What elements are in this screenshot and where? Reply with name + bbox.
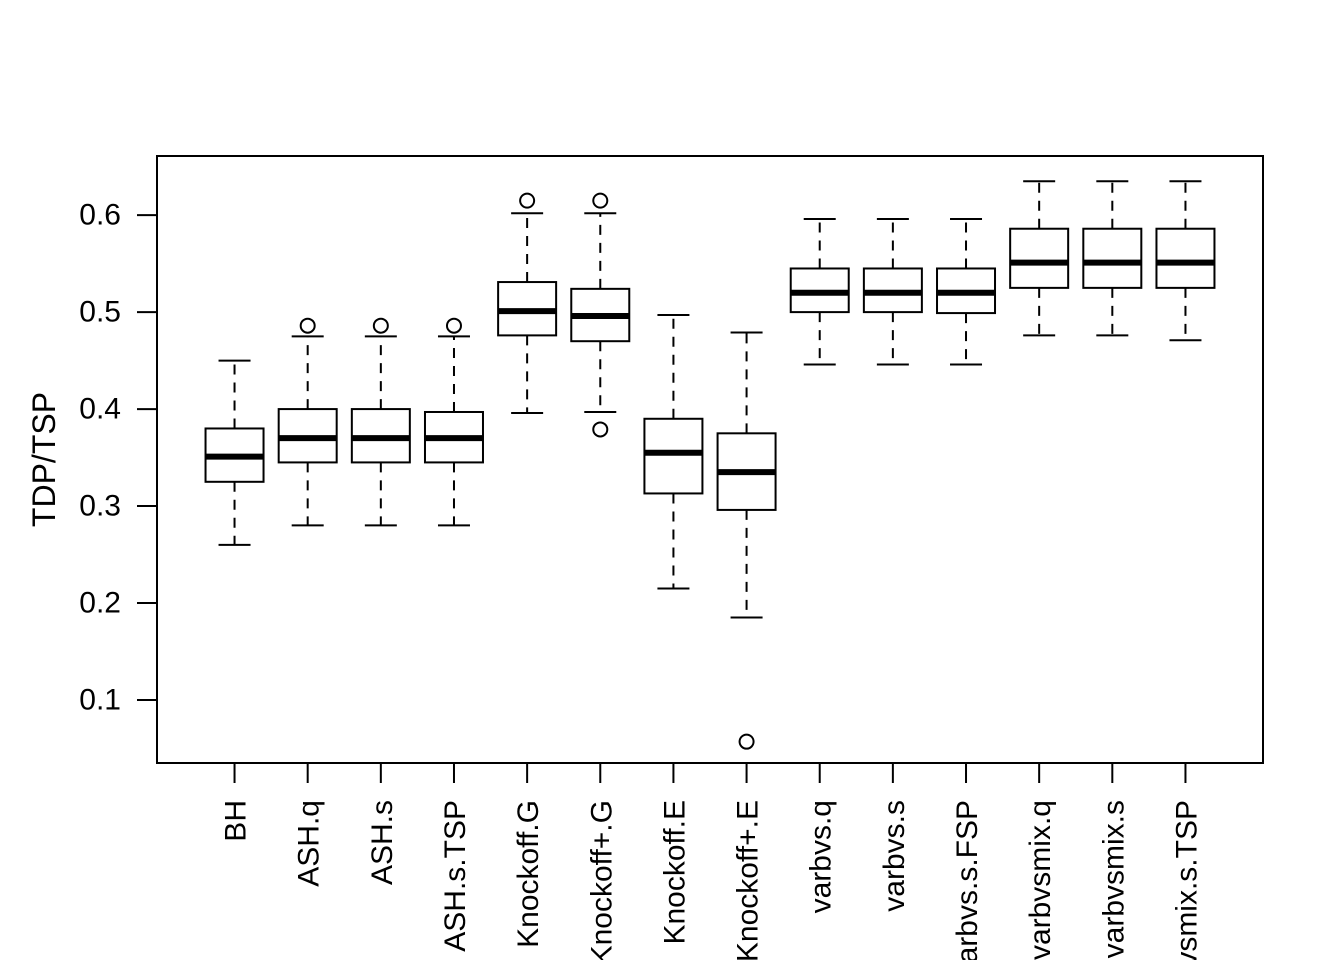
x-axis-tick-label: Knockoff+.E (732, 800, 765, 960)
y-axis-tick-label: 0.2 (79, 587, 121, 620)
iqr-box (1155, 227, 1216, 289)
outlier-point (445, 317, 462, 334)
x-axis-tick-label: varbvsmix.s.TSP (1170, 800, 1203, 960)
box-group-Knockoff.E: Knockoff.E (643, 314, 704, 945)
box-group-varbvs.s.FSP: varbvs.s.FSP (936, 218, 997, 960)
box-group-ASH.q: ASH.q (277, 317, 338, 887)
box-group-Knockoff.G: Knockoff.G (497, 192, 558, 948)
outlier-point (592, 192, 609, 209)
outlier-point (519, 192, 536, 209)
outlier-point (299, 317, 316, 334)
box-group-varbvsmix.s: varbvsmix.s (1082, 180, 1143, 958)
x-axis-tick-label: varbvs.q (805, 800, 838, 913)
iqr-box (1009, 227, 1070, 289)
x-axis-tick-label: Knockoff.G (512, 800, 545, 948)
box-group-varbvsmix.q: varbvsmix.q (1009, 180, 1070, 960)
y-axis-tick-label: 0.1 (79, 683, 121, 716)
x-axis-tick-label: ASH.s (366, 800, 399, 885)
outlier-point (372, 317, 389, 334)
x-axis-tick-label: varbvsmix.q (1024, 800, 1057, 960)
y-axis-tick-label: 0.4 (79, 393, 121, 426)
outlier-point (738, 733, 755, 750)
box-group-varbvs.q: varbvs.q (789, 218, 850, 913)
box-group-varbvs.s: varbvs.s (862, 218, 923, 912)
x-axis-tick-label: varbvs.s.FSP (951, 800, 984, 960)
box-group-ASH.s.TSP: ASH.s.TSP (423, 317, 484, 952)
x-axis-tick-label: ASH.q (293, 800, 326, 887)
box-group-BH: BH (204, 359, 265, 842)
y-axis-tick-label: 0.3 (79, 490, 121, 523)
x-axis-tick-label: varbvsmix.s (1097, 800, 1130, 958)
iqr-box (1082, 227, 1143, 289)
box-group-ASH.s: ASH.s (350, 317, 411, 885)
plot-frame (156, 155, 1264, 764)
x-axis-tick-label: varbvs.s (878, 800, 911, 912)
x-axis-tick-label: ASH.s.TSP (439, 800, 472, 952)
y-axis-tick-label: 0.5 (79, 296, 121, 329)
x-axis-tick-label: Knockoff+.G (585, 800, 618, 960)
y-axis-tick-label: 0.6 (79, 199, 121, 232)
x-axis-tick-label: BH (220, 800, 253, 842)
box-group-Knockoff+.E: Knockoff+.E (716, 331, 777, 960)
x-axis-tick-label: Knockoff.E (658, 800, 691, 945)
outlier-point (592, 421, 609, 438)
box-group-Knockoff+.G: Knockoff+.G (570, 192, 631, 960)
iqr-box (643, 417, 704, 495)
box-group-varbvsmix.s.TSP: varbvsmix.s.TSP (1155, 180, 1216, 960)
y-axis-title: TDP/TSP (26, 392, 62, 527)
